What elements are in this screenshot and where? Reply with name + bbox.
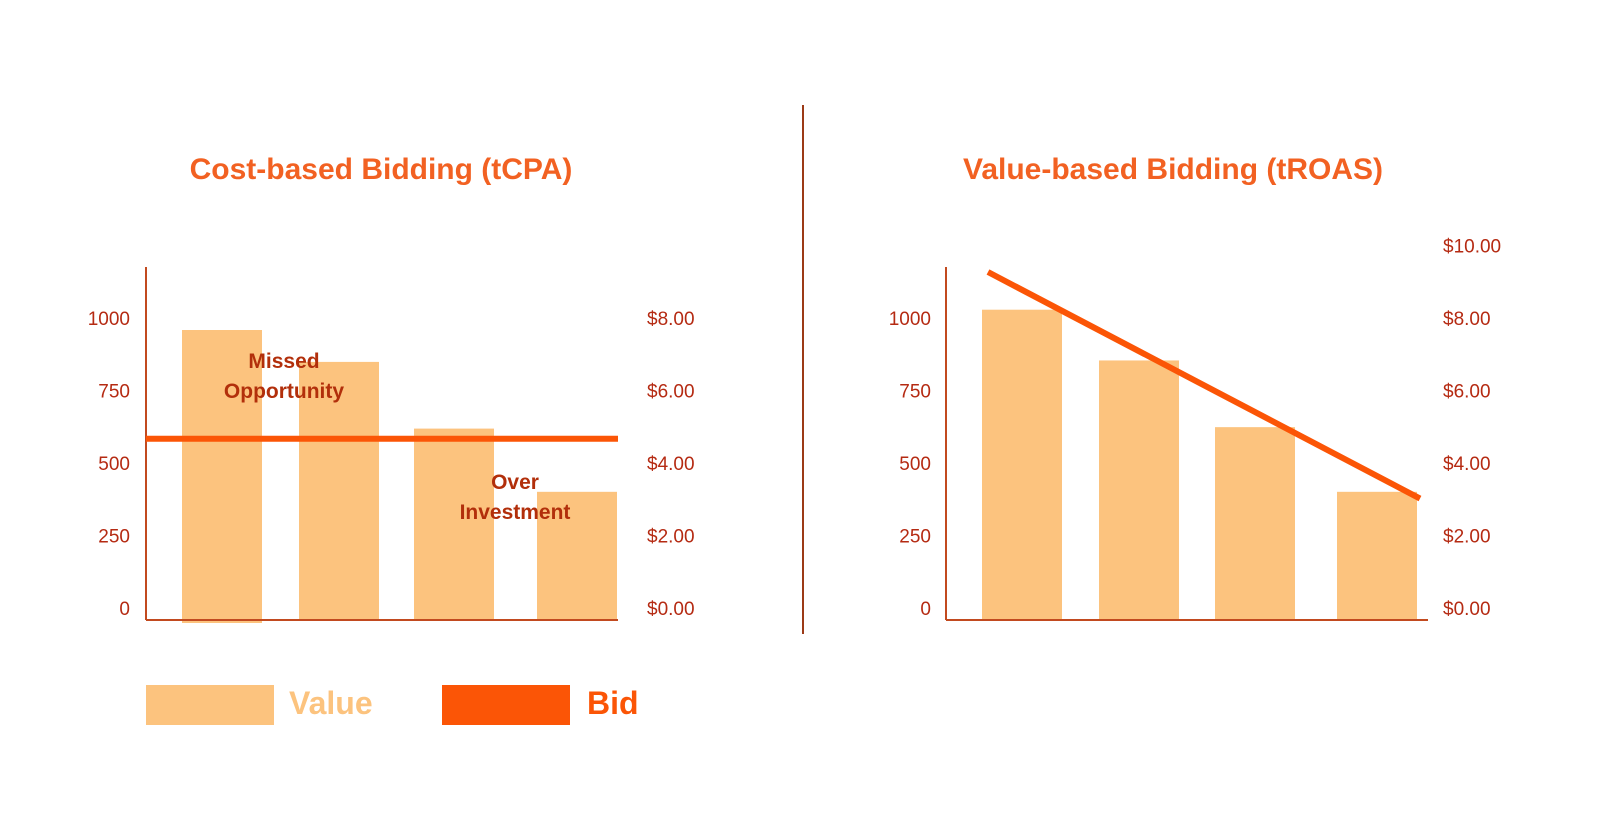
legend-bid-label: Bid: [587, 685, 639, 721]
bid-line: [986, 269, 1422, 502]
value-bar: [414, 428, 494, 620]
chart-cost-based: Cost-based Bidding (tCPA) 0 250 500 750 1000 $…: [88, 153, 695, 623]
left-tick-label: 750: [98, 382, 130, 403]
right-tick-label: $6.00: [1443, 382, 1491, 403]
left-tick-label: 0: [920, 599, 931, 620]
right-tick-label: $6.00: [647, 382, 695, 403]
legend-value-swatch: [146, 685, 274, 725]
annotation-line: Opportunity: [224, 380, 344, 403]
value-bar: [182, 330, 262, 623]
left-tick-label: 1000: [88, 309, 130, 330]
right-tick-label: $0.00: [647, 599, 695, 620]
value-bar: [1215, 427, 1295, 620]
left-tick-label: 500: [98, 454, 130, 475]
annotation-line: Over: [491, 471, 539, 494]
value-bar: [1099, 360, 1179, 620]
right-tick-label: $2.00: [647, 527, 695, 548]
chart-title: Cost-based Bidding (tCPA): [190, 153, 573, 186]
value-bar: [299, 361, 379, 620]
annotation-line: Missed: [248, 350, 319, 373]
chart-value-based: Value-based Bidding (tROAS) 0 250 500 750 100…: [889, 153, 1501, 621]
left-tick-label: 1000: [889, 309, 931, 330]
value-bar: [982, 309, 1062, 620]
chart-title: Value-based Bidding (tROAS): [963, 153, 1383, 186]
value-bar: [1337, 491, 1417, 620]
right-tick-label: $8.00: [1443, 309, 1491, 330]
annotation-over-investment: Over Investment: [460, 471, 571, 524]
left-tick-label: 750: [899, 382, 931, 403]
left-tick-label: 0: [119, 599, 130, 620]
legend: Value Bid: [146, 685, 639, 725]
annotation-missed-opportunity: Missed Opportunity: [224, 350, 344, 403]
value-bar: [537, 491, 617, 620]
right-tick-label: $10.00: [1443, 237, 1501, 258]
left-tick-label: 500: [899, 454, 931, 475]
right-tick-label: $4.00: [1443, 454, 1491, 475]
legend-value-label: Value: [289, 685, 373, 721]
right-tick-label: $8.00: [647, 309, 695, 330]
legend-bid-swatch: [442, 685, 570, 725]
left-tick-label: 250: [98, 527, 130, 548]
left-tick-label: 250: [899, 527, 931, 548]
annotation-line: Investment: [460, 501, 571, 524]
right-tick-label: $4.00: [647, 454, 695, 475]
right-tick-label: $2.00: [1443, 527, 1491, 548]
right-tick-label: $0.00: [1443, 599, 1491, 620]
